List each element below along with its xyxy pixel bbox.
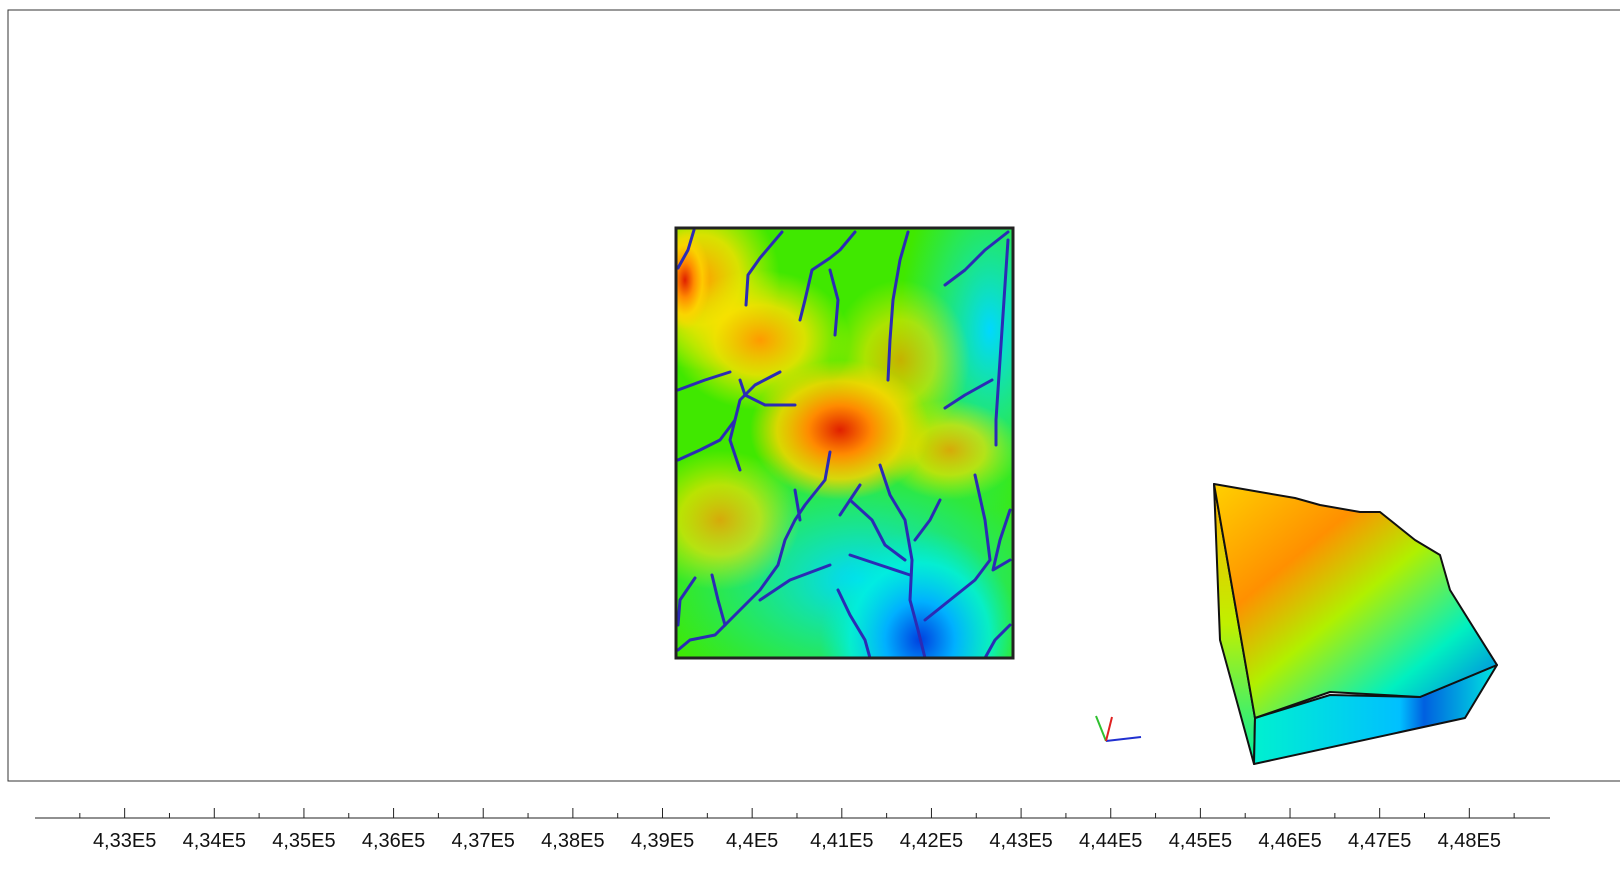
tick-label: 4,36E5 <box>362 830 425 852</box>
tick-label: 4,38E5 <box>541 830 604 852</box>
tick-label: 4,34E5 <box>183 830 246 852</box>
rivers <box>676 228 1012 658</box>
tick-label: 4,47E5 <box>1348 830 1411 852</box>
map-border <box>674 226 1015 660</box>
orientation-gizmo <box>1095 715 1142 742</box>
tick-label: 4,4E5 <box>726 830 778 852</box>
tick-label: 4,44E5 <box>1079 830 1142 852</box>
tick-label: 4,33E5 <box>93 830 156 852</box>
block-3d <box>1213 483 1498 765</box>
tick-label: 4,37E5 <box>452 830 515 852</box>
tick-label: 4,45E5 <box>1169 830 1232 852</box>
tick-label: 4,42E5 <box>900 830 963 852</box>
tick-label: 4,43E5 <box>989 830 1052 852</box>
x-axis: 4,33E5 4,34E5 4,35E5 4,36E5 4,37E5 4,38E5 4,39… <box>79 808 1515 852</box>
tick-label: 4,41E5 <box>810 830 873 852</box>
tick-label: 4,39E5 <box>631 830 694 852</box>
tick-label: 4,46E5 <box>1258 830 1321 852</box>
terrain-map <box>676 228 1013 658</box>
tick-label: 4,48E5 <box>1438 830 1501 852</box>
tick-label: 4,35E5 <box>272 830 335 852</box>
